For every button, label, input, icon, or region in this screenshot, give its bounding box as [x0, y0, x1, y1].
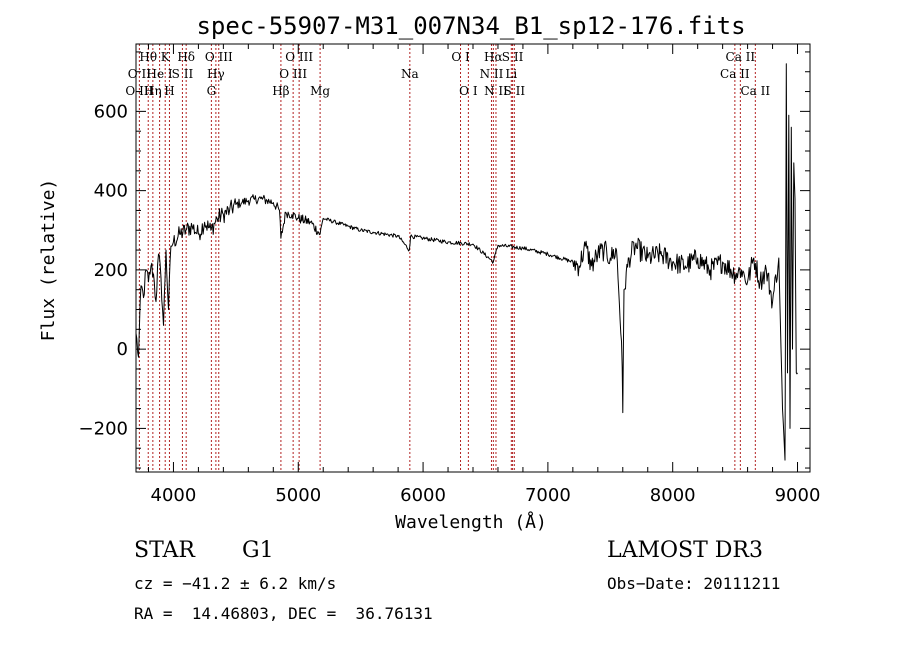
chart-title: spec-55907-M31_007N34_B1_sp12-176.fits: [196, 12, 745, 40]
x-tick-label: 9000: [775, 485, 821, 506]
spectral-line-label: O I: [459, 84, 478, 98]
spectral-line-label: O III: [285, 50, 313, 64]
spectral-line-label: O III: [125, 84, 153, 98]
spectral-line-label: Ca II: [720, 67, 750, 81]
spectral-line-label: Ca II: [741, 84, 771, 98]
spectral-line-label: Hθ: [139, 50, 157, 64]
spectral-line-label: N II: [484, 84, 508, 98]
x-tick-label: 7000: [525, 485, 571, 506]
x-axis-label: Wavelength (Å): [395, 511, 547, 533]
obs-date: Obs−Date: 20111211: [607, 574, 781, 593]
object-class: STAR: [134, 538, 195, 563]
spectral-line-label: O I: [451, 50, 470, 64]
spectral-line-label: K: [161, 50, 171, 64]
spectral-line-label: Hδ: [177, 50, 195, 64]
spectral-line-label: Ca II: [726, 50, 756, 64]
spectral-line-label: Hη: [144, 84, 162, 98]
x-tick-label: 4000: [151, 485, 197, 506]
object-subclass: G1: [242, 538, 274, 563]
spectral-line-label: O III: [279, 67, 307, 81]
spectral-line-label: Hα: [484, 50, 503, 64]
spectral-line-label: Mg: [310, 84, 330, 98]
spectral-line-label: He I: [147, 67, 173, 81]
spectral-line-label: Li: [505, 67, 517, 81]
spectral-line-label: Hβ: [272, 84, 289, 98]
y-axis-ticks: −200 0 200 400 600: [79, 51, 810, 469]
plot-frame: [135, 43, 811, 473]
y-tick-label: 400: [94, 181, 128, 202]
spectral-line-label: N II: [480, 67, 504, 81]
spectral-line-label: Na: [401, 67, 419, 81]
x-axis-ticks: 4000 5000 6000 7000 8000 9000: [147, 44, 821, 506]
spectral-line-label: H: [164, 84, 174, 98]
survey-name: LAMOST DR3: [607, 538, 763, 563]
spectral-line-label: S II: [172, 67, 194, 81]
spectral-line-label: Hγ: [207, 67, 225, 81]
coordinates: RA = 14.46803, DEC = 36.76131: [134, 604, 433, 623]
spectral-line-label: S II: [502, 50, 524, 64]
y-tick-label: −200: [79, 418, 128, 439]
spectrum-line: [135, 63, 798, 461]
y-tick-label: 200: [94, 260, 128, 281]
spectral-line-label: O III: [205, 50, 233, 64]
y-tick-label: 600: [94, 101, 128, 122]
x-tick-label: 5000: [275, 485, 321, 506]
y-tick-label: 0: [117, 339, 128, 360]
spectral-line-labels: O II O III Hθ Hη He I K H S II Hδ G Hγ O III Hβ O III…: [125, 50, 770, 98]
y-axis-label: Flux (relative): [38, 179, 59, 342]
x-tick-label: 6000: [400, 485, 446, 506]
spectral-line-label: O II: [128, 67, 151, 81]
velocity-readout: cz = −41.2 ± 6.2 km/s: [134, 574, 337, 593]
x-tick-label: 8000: [650, 485, 696, 506]
spectral-line-label: G: [207, 84, 217, 98]
spectral-line-label: S II: [504, 84, 526, 98]
